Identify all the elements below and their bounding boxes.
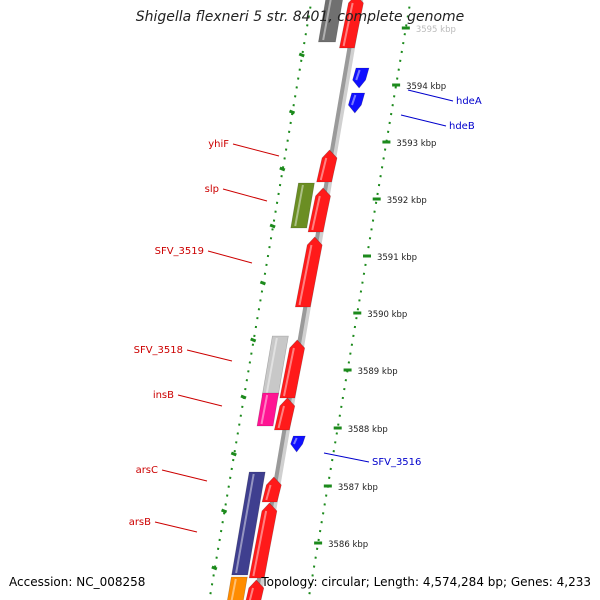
gene-feature-hdeB[interactable]: [348, 92, 366, 114]
track-tick-mark: [269, 223, 276, 229]
scale-label: 3595 kbp: [416, 25, 456, 35]
track-tick-mark: [250, 337, 257, 343]
gene-feature-arsB-purple[interactable]: [231, 471, 266, 576]
scale-label: 3592 kbp: [387, 196, 427, 206]
gene-leader-line: [400, 114, 447, 127]
gene-label[interactable]: insB: [153, 390, 174, 401]
gene-leader-line: [222, 188, 268, 202]
gene-label[interactable]: arsB: [129, 517, 151, 528]
scale-label: 3593 kbp: [396, 139, 436, 149]
gene-feature-insB-pink[interactable]: [256, 392, 280, 427]
track-tick-mark: [221, 508, 228, 514]
gene-label[interactable]: SFV_3516: [372, 457, 421, 468]
scale-label: 3588 kbp: [348, 425, 388, 435]
gene-feature-top-gray[interactable]: [318, 0, 343, 43]
track-tick-mark: [230, 451, 237, 457]
track-tick-mark: [288, 109, 296, 115]
gene-leader-line: [323, 452, 370, 463]
dotted-track-outer-right: [307, 0, 412, 600]
scale-label: 3591 kbp: [377, 253, 417, 263]
track-tick-mark: [298, 52, 305, 58]
gene-feature-SFV_3519[interactable]: [294, 236, 323, 308]
track-tick-mark: [211, 565, 218, 571]
scale-label: 3594 kbp: [406, 82, 446, 92]
accession-text: Accession: NC_008258: [9, 575, 146, 589]
gene-label[interactable]: SFV_3519: [155, 246, 204, 257]
gene-label[interactable]: hdeA: [456, 96, 482, 107]
gene-feature-arsC[interactable]: [261, 476, 282, 503]
gene-label[interactable]: yhiF: [208, 139, 229, 150]
scale-label: 3587 kbp: [338, 483, 378, 493]
gene-feature-SFV_3516[interactable]: [290, 435, 306, 453]
topology-text: Topology: circular; Length: 4,574,284 bp…: [261, 575, 591, 589]
gene-feature-slp-red[interactable]: [307, 187, 331, 233]
track-tick-mark: [259, 280, 266, 286]
gene-leader-line: [207, 250, 253, 264]
map-title: Shigella flexneri 5 str. 8401, complete …: [135, 9, 465, 25]
gene-feature-hdeA[interactable]: [352, 67, 370, 89]
gene-label[interactable]: hdeB: [449, 121, 475, 132]
scale-label: 3589 kbp: [358, 367, 398, 377]
gene-feature-yhiF[interactable]: [316, 149, 338, 183]
gene-feature-bottom-red[interactable]: [244, 579, 265, 600]
gene-feature-SFV_3518-red[interactable]: [279, 339, 306, 399]
gene-leader-line: [177, 394, 223, 407]
track-tick-mark: [240, 394, 247, 400]
gene-feature-insB-red[interactable]: [273, 397, 296, 431]
gene-label[interactable]: slp: [205, 184, 219, 195]
gene-feature-top-red[interactable]: [339, 0, 364, 49]
gene-leader-line: [186, 349, 233, 362]
gene-feature-orange[interactable]: [226, 576, 248, 600]
gene-label[interactable]: SFV_3518: [134, 345, 183, 356]
scale-label: 3590 kbp: [367, 310, 407, 320]
gene-feature-slp-green[interactable]: [290, 182, 315, 229]
gene-feature-arsB-red[interactable]: [248, 502, 278, 579]
track-tick-mark: [279, 166, 286, 172]
gene-leader-line: [161, 469, 208, 482]
scale-label: 3586 kbp: [328, 540, 368, 550]
gene-leader-line: [407, 89, 454, 102]
dotted-track-outer-left: [208, 0, 313, 600]
gene-leader-line: [154, 521, 198, 533]
gene-label[interactable]: arsC: [136, 465, 158, 476]
gene-leader-line: [232, 143, 280, 157]
